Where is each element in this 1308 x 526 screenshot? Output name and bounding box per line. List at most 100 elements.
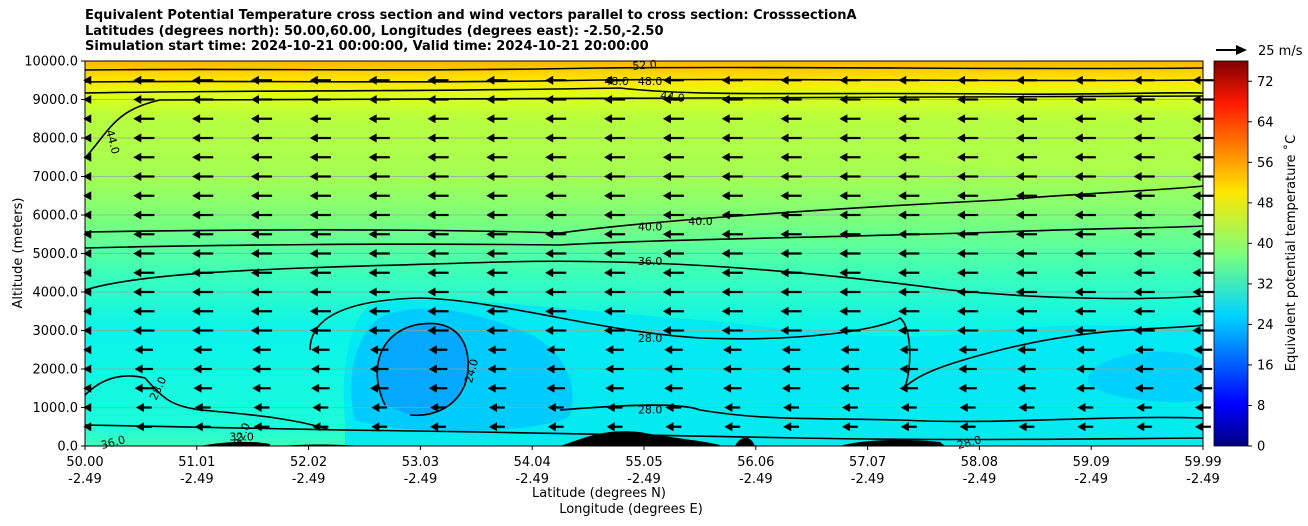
contour-44-upper bbox=[85, 87, 1203, 96]
x-tick-label-lat: 52.02 bbox=[290, 455, 327, 470]
wind-arrow bbox=[486, 152, 508, 162]
wind-arrow bbox=[957, 287, 979, 297]
wind-arrow bbox=[957, 229, 979, 239]
contour-label: 24.0 bbox=[462, 358, 481, 385]
wind-arrow bbox=[134, 364, 154, 374]
wind-arrow bbox=[898, 249, 920, 258]
wind-arrow bbox=[368, 95, 390, 104]
wind-arrow bbox=[83, 249, 92, 258]
wind-arrow bbox=[545, 95, 567, 104]
contour-28-west bbox=[85, 375, 331, 431]
title-line-2: Latitudes (degrees north): 50.00,60.00, … bbox=[85, 23, 664, 39]
wind-arrow bbox=[369, 383, 389, 393]
x-tick-label-lon: -2.49 bbox=[515, 472, 549, 487]
contour-label: 36.0 bbox=[100, 433, 127, 452]
y-tick-label: 4000.0 bbox=[33, 286, 79, 301]
wind-arrow bbox=[898, 152, 920, 162]
wind-arrow bbox=[1192, 249, 1214, 258]
y-tick-label: 10000.0 bbox=[24, 55, 78, 70]
contour-label: 48.0 bbox=[638, 75, 663, 88]
wind-arrow bbox=[83, 422, 92, 432]
title-line-1: Equivalent Potential Temperature cross s… bbox=[85, 8, 857, 23]
wind-arrow bbox=[252, 383, 271, 393]
x-tick-label-lon: -2.49 bbox=[180, 472, 214, 487]
wind-arrow bbox=[546, 364, 565, 374]
wind-arrow bbox=[428, 383, 448, 393]
x-tick-label-lat: 54.04 bbox=[514, 455, 551, 470]
wind-arrow bbox=[957, 268, 979, 278]
wind-arrow bbox=[309, 172, 331, 181]
wind-arrow bbox=[721, 326, 743, 335]
wind-arrow bbox=[1074, 95, 1096, 104]
wind-arrow bbox=[662, 95, 684, 104]
wind-arrow bbox=[780, 133, 802, 143]
wind-arrow bbox=[486, 172, 508, 181]
wind-arrow bbox=[368, 306, 390, 316]
y-tick-label: 2000.0 bbox=[33, 363, 79, 378]
wind-arrow bbox=[192, 172, 214, 181]
wind-arrow bbox=[1192, 306, 1214, 316]
wind-arrow bbox=[133, 249, 155, 258]
wind-arrow bbox=[488, 422, 505, 432]
wind-arrow bbox=[427, 133, 449, 143]
wind-arrow bbox=[309, 95, 331, 104]
wind-arrow bbox=[486, 191, 508, 201]
field-cold-patch-east bbox=[1088, 351, 1203, 402]
wind-arrow bbox=[1074, 268, 1096, 278]
wind-arrow bbox=[252, 364, 271, 374]
wind-arrow bbox=[1015, 210, 1038, 220]
wind-arrow bbox=[547, 403, 564, 412]
wind-arrow bbox=[604, 133, 626, 143]
wind-arrow bbox=[194, 422, 211, 432]
wind-arrow bbox=[1074, 191, 1096, 201]
wind-arrow bbox=[368, 287, 390, 297]
wind-arrow bbox=[192, 287, 214, 297]
wind-arrow bbox=[309, 229, 331, 239]
wind-arrow bbox=[83, 326, 92, 335]
wind-arrow bbox=[1015, 75, 1038, 85]
wind-arrow bbox=[1015, 229, 1038, 239]
wind-arrow bbox=[134, 345, 154, 355]
wind-arrow bbox=[957, 326, 979, 335]
wind-arrow bbox=[193, 345, 212, 355]
wind-arrow bbox=[662, 133, 684, 143]
x-axis-label-lon: Longitude (degrees E) bbox=[559, 502, 703, 517]
wind-arrow bbox=[369, 345, 389, 355]
wind-arrow bbox=[83, 364, 92, 374]
wind-arrow bbox=[1134, 383, 1154, 393]
wind-arrow bbox=[781, 364, 801, 374]
wind-arrow bbox=[83, 229, 92, 239]
wind-arrow bbox=[898, 191, 920, 201]
wind-arrow bbox=[721, 249, 743, 258]
wind-arrow bbox=[959, 403, 976, 412]
contour-label: 40.0 bbox=[688, 215, 713, 228]
wind-arrow bbox=[1074, 287, 1096, 297]
wind-arrow bbox=[250, 114, 273, 124]
y-tick-label: 0.0 bbox=[57, 440, 78, 455]
wind-arrow bbox=[604, 152, 626, 162]
wind-arrow bbox=[840, 364, 860, 374]
wind-arrow bbox=[83, 133, 92, 143]
wind-arrow bbox=[721, 229, 743, 239]
wind-arrow bbox=[957, 95, 979, 104]
wind-arrow bbox=[545, 210, 567, 220]
wind-arrow bbox=[721, 152, 743, 162]
wind-arrow bbox=[83, 287, 92, 297]
wind-arrow bbox=[1192, 210, 1214, 220]
wind-arrow bbox=[839, 268, 861, 278]
wind-arrow bbox=[193, 383, 212, 393]
wind-arrow bbox=[250, 75, 273, 85]
wind-arrow bbox=[783, 403, 800, 412]
wind-arrow bbox=[250, 210, 273, 220]
wind-arrow bbox=[839, 191, 861, 201]
wind-arrow bbox=[721, 75, 743, 85]
contour-28 bbox=[309, 297, 1203, 389]
wind-arrow bbox=[430, 403, 446, 412]
terrain-highlands bbox=[840, 439, 945, 446]
wind-arrow bbox=[309, 191, 331, 201]
wind-arrow bbox=[604, 191, 626, 201]
wind-arrow bbox=[309, 210, 331, 220]
wind-arrow bbox=[1074, 249, 1096, 258]
wind-arrow bbox=[839, 306, 861, 316]
wind-arrow bbox=[83, 191, 92, 201]
